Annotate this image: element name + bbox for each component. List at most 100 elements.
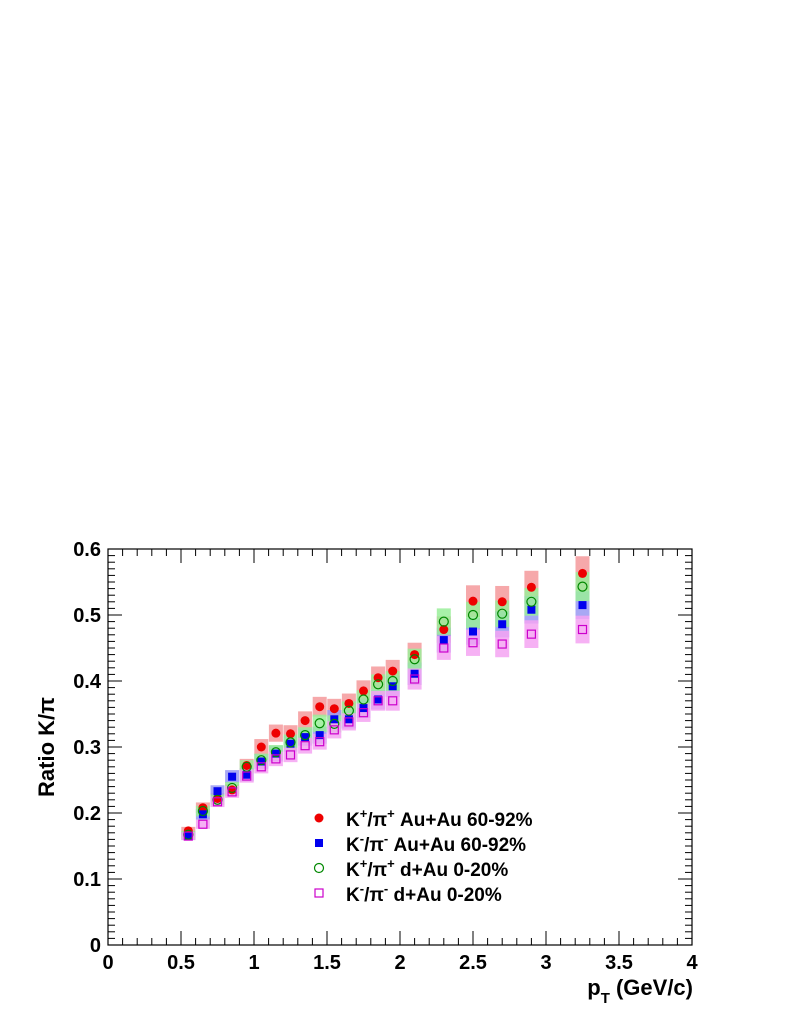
data-point xyxy=(410,674,420,684)
data-point xyxy=(271,749,280,758)
y-tick-label: 0.1 xyxy=(73,869,101,891)
data-point xyxy=(497,597,507,607)
data-point xyxy=(467,609,479,621)
data-point xyxy=(256,742,266,752)
legend-label: K+/π+ d+Au 0-20% xyxy=(346,856,508,881)
data-point xyxy=(388,696,398,706)
data-markers xyxy=(183,568,588,841)
legend-entry: K-/π- Au+Au 60-92% xyxy=(315,831,526,856)
data-point xyxy=(242,770,251,779)
data-point xyxy=(300,730,311,741)
sys-band xyxy=(575,572,590,602)
x-tick-label: 1 xyxy=(248,952,259,974)
data-point xyxy=(301,733,310,742)
data-point xyxy=(469,627,477,636)
data-point xyxy=(184,832,193,841)
sys-band xyxy=(312,714,327,732)
x-tick-label: 0 xyxy=(102,952,113,974)
data-point xyxy=(257,757,266,766)
data-point xyxy=(285,737,296,748)
legend-entry: K+/π+ Au+Au 60-92% xyxy=(314,806,533,831)
data-point xyxy=(329,718,340,730)
data-point xyxy=(183,831,193,841)
y-tick-label: 0.6 xyxy=(73,539,101,561)
data-point xyxy=(527,605,536,614)
data-point xyxy=(300,716,310,726)
legend-label: K-/π- Au+Au 60-92% xyxy=(346,831,526,856)
data-point xyxy=(358,708,369,718)
data-point xyxy=(358,694,369,705)
data-point xyxy=(286,729,295,739)
data-point xyxy=(359,704,368,713)
data-point xyxy=(373,696,383,706)
data-point xyxy=(526,582,536,592)
sys-band xyxy=(195,819,210,829)
legend-marker-kplus-dau xyxy=(313,862,325,874)
data-point xyxy=(270,747,281,758)
data-point xyxy=(577,581,588,592)
data-point xyxy=(286,739,295,748)
x-tick-label: 3 xyxy=(540,952,551,974)
legend-marker-kminus-dau xyxy=(314,888,324,898)
x-axis-title-sub: T xyxy=(601,990,610,1007)
data-point xyxy=(198,810,207,819)
data-point xyxy=(526,596,537,607)
y-axis-title: Ratio K/π xyxy=(34,697,59,797)
data-point xyxy=(359,686,368,696)
data-point xyxy=(439,625,449,635)
data-point xyxy=(344,715,353,724)
data-point xyxy=(213,787,222,796)
data-point xyxy=(227,785,237,795)
data-point xyxy=(315,702,325,712)
data-point xyxy=(315,737,325,747)
data-point xyxy=(468,638,478,648)
data-point xyxy=(343,705,354,716)
axis-ticks xyxy=(107,548,693,946)
data-point xyxy=(373,679,384,690)
legend-entry: K-/π- d+Au 0-20% xyxy=(314,881,502,906)
data-point xyxy=(329,725,339,735)
data-point xyxy=(578,601,587,610)
data-point xyxy=(526,629,537,639)
data-point xyxy=(374,695,383,704)
data-point xyxy=(271,728,281,738)
data-point xyxy=(439,643,449,653)
sys-band xyxy=(575,615,590,644)
data-point xyxy=(497,639,507,649)
data-point xyxy=(198,803,208,813)
data-point xyxy=(227,787,237,797)
data-point xyxy=(314,718,325,729)
x-tick-label: 0.5 xyxy=(167,952,195,974)
y-tick-label: 0.5 xyxy=(73,605,101,627)
x-axis-title-main: p xyxy=(587,975,600,1000)
data-point xyxy=(387,675,398,687)
data-point xyxy=(388,666,398,676)
data-point xyxy=(197,805,208,817)
data-point xyxy=(497,608,508,619)
y-tick-label: 0 xyxy=(90,935,101,957)
y-tick-label: 0.2 xyxy=(73,803,101,825)
data-point xyxy=(388,682,397,691)
x-tick-label: 2.5 xyxy=(459,952,487,974)
data-point xyxy=(300,741,310,751)
data-point xyxy=(577,624,588,635)
sys-band xyxy=(466,629,480,656)
x-tick-label: 2 xyxy=(394,952,405,974)
data-point xyxy=(285,750,296,760)
data-point xyxy=(409,654,420,665)
y-tick-label: 0.4 xyxy=(73,671,102,693)
x-tick-label: 4 xyxy=(686,952,698,974)
data-point xyxy=(241,761,252,772)
legend-marker-kminus-auau xyxy=(315,839,323,847)
data-point xyxy=(256,762,266,772)
sys-band xyxy=(283,747,298,763)
legend-label: K+/π+ Au+Au 60-92% xyxy=(346,806,533,831)
tick-labels: 0 0.5 1 1.5 2 2.5 3 3.5 4 0 0.1 0.2 0.3 0.4 0.5 0.6 xyxy=(73,539,698,974)
sys-band xyxy=(466,601,480,629)
data-point xyxy=(438,616,449,627)
legend-label: K-/π- d+Au 0-20% xyxy=(346,881,502,906)
data-point xyxy=(242,771,252,781)
data-point xyxy=(410,669,419,678)
legend: K+/π+ Au+Au 60-92% K-/π- Au+Au 60-92% K+… xyxy=(313,806,533,906)
